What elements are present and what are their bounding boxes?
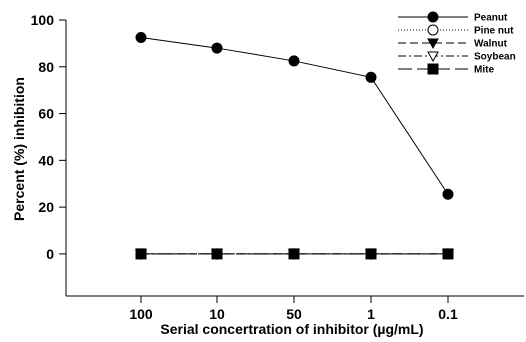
- y-tick-label: 40: [38, 152, 54, 168]
- legend-marker-walnut: [427, 38, 439, 50]
- legend-marker-mite: [427, 63, 439, 75]
- legend: Peanut Pine nut Walnut Soybean Mite: [398, 11, 516, 76]
- data-point-mite: [365, 248, 377, 260]
- legend-label-walnut: Walnut: [474, 39, 508, 50]
- data-point-peanut: [365, 71, 377, 83]
- x-tick-label: 10: [209, 306, 225, 322]
- data-point-peanut: [211, 42, 223, 54]
- legend-marker-pine-nut: [427, 24, 439, 36]
- data-point-mite: [211, 248, 223, 260]
- legend-label-soybean: Soybean: [474, 52, 516, 63]
- data-point-mite: [288, 248, 300, 260]
- y-tick-label: 100: [31, 12, 55, 28]
- data-point-peanut: [135, 32, 147, 44]
- x-axis-title: Serial concertration of inhibitor (µg/mL…: [160, 321, 423, 337]
- data-point-mite: [442, 248, 454, 260]
- legend-marker-soybean: [427, 51, 439, 63]
- legend-marker-peanut: [427, 11, 439, 23]
- y-tick-label: 60: [38, 106, 54, 122]
- x-tick-label: 100: [129, 306, 153, 322]
- x-tick-label: 0.1: [438, 306, 458, 322]
- x-axis-ticks: 100 10 50 1 0.1: [129, 296, 458, 322]
- y-axis-title: Percent (%) inhibition: [11, 77, 27, 221]
- data-point-peanut: [442, 188, 454, 200]
- legend-label-peanut: Peanut: [474, 13, 508, 24]
- data-point-peanut: [288, 55, 300, 67]
- x-tick-label: 1: [367, 306, 375, 322]
- series-lines: [140, 37, 449, 255]
- data-point-mite: [135, 248, 147, 260]
- legend-label-mite: Mite: [474, 65, 494, 76]
- series-markers: [135, 32, 454, 260]
- y-tick-label: 20: [38, 199, 54, 215]
- legend-label-pine-nut: Pine nut: [474, 26, 514, 37]
- x-tick-label: 50: [286, 306, 302, 322]
- y-axis-ticks: 0 20 40 60 80 100: [31, 12, 66, 262]
- y-tick-label: 80: [38, 59, 54, 75]
- y-tick-label: 0: [46, 246, 54, 262]
